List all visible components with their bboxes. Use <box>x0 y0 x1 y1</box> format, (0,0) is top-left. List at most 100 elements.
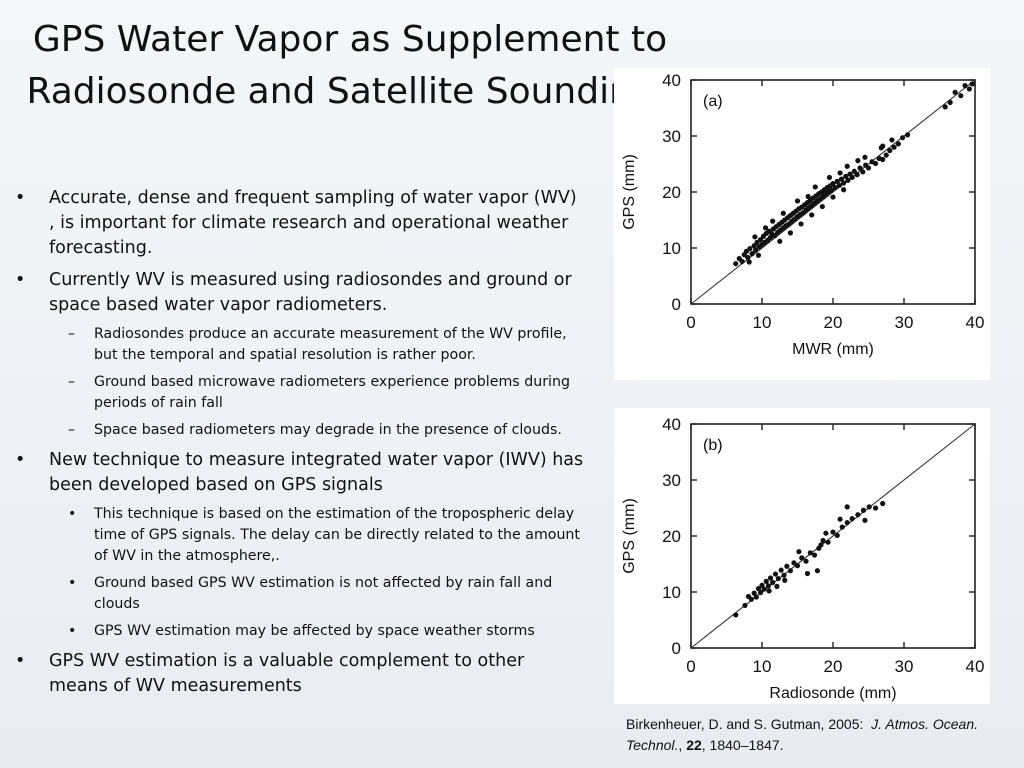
bullet-item: • GPS WV estimation is a valuable complem… <box>12 649 587 699</box>
data-point <box>755 586 762 592</box>
data-point <box>784 563 790 569</box>
x-tick-label: 20 <box>824 657 843 676</box>
x-tick-label: 20 <box>824 313 843 332</box>
data-point <box>796 549 802 555</box>
data-point <box>811 552 818 558</box>
reference-line <box>690 423 976 649</box>
data-point <box>749 251 755 257</box>
data-point <box>883 152 889 158</box>
data-point <box>772 571 779 577</box>
y-tick-label: 0 <box>672 295 681 314</box>
data-point <box>794 563 801 569</box>
data-point <box>834 532 840 539</box>
data-point <box>899 135 906 141</box>
data-point <box>819 203 825 210</box>
bullet-list: • Accurate, dense and frequent sampling o… <box>12 186 587 706</box>
bullet-marker: • <box>15 651 26 671</box>
sub-bullet-marker: – <box>68 374 76 390</box>
data-point <box>878 145 884 151</box>
sub-bullet-item: • This technique is based on the estimati… <box>12 504 587 567</box>
data-point <box>770 218 776 224</box>
data-point <box>873 505 879 511</box>
data-point <box>855 512 861 518</box>
x-tick-label: 0 <box>686 313 695 332</box>
bullet-item: • Accurate, dense and frequent sampling o… <box>12 186 587 261</box>
data-point <box>849 174 855 181</box>
sub-bullet-text: Ground based microwave radiometers exper… <box>94 374 570 411</box>
data-point <box>820 537 826 544</box>
data-point <box>777 238 783 244</box>
sub-bullet-item: • Ground based GPS WV estimation is not a… <box>12 573 587 615</box>
data-point <box>818 542 824 548</box>
x-tick-label: 40 <box>966 313 985 332</box>
data-point <box>839 524 845 530</box>
citation-separator: , <box>678 737 683 753</box>
data-point <box>759 582 765 588</box>
data-point <box>860 507 867 513</box>
data-point <box>754 239 760 245</box>
data-point <box>889 137 895 143</box>
data-point <box>862 154 868 160</box>
sub-bullet-marker: – <box>68 422 76 438</box>
data-point <box>751 590 757 596</box>
data-point <box>844 163 850 169</box>
bullet-item: • Currently WV is measured using radioson… <box>12 268 587 441</box>
data-point <box>958 93 964 99</box>
data-point <box>755 252 762 258</box>
data-point <box>952 89 958 95</box>
data-point <box>887 147 893 154</box>
data-point <box>880 500 886 507</box>
data-point <box>803 558 809 564</box>
data-point <box>866 504 872 510</box>
y-tick-label: 10 <box>662 239 681 258</box>
data-point <box>830 529 836 535</box>
data-point <box>753 594 759 600</box>
data-point <box>767 575 774 581</box>
bullet-text: New technique to measure integrated wate… <box>49 450 584 495</box>
data-point <box>844 504 850 510</box>
data-point <box>763 578 769 584</box>
data-point <box>765 583 771 589</box>
data-point <box>774 583 780 589</box>
data-point <box>844 519 850 526</box>
data-point <box>834 178 840 184</box>
data-point <box>748 596 754 602</box>
scatter-plot-b: 0 10 20 30 40 0 10 20 30 40 (b) Radiosonde (mm) GPS … <box>614 408 990 704</box>
y-tick-label: 30 <box>662 471 681 490</box>
data-point <box>843 173 849 179</box>
y-axis-label: GPS (mm) <box>621 154 638 230</box>
data-point <box>742 602 748 609</box>
data-point <box>862 517 868 523</box>
data-point <box>814 568 820 574</box>
data-point <box>830 194 836 200</box>
y-axis-label: GPS (mm) <box>621 498 638 574</box>
sub-bullet-marker: – <box>68 326 76 342</box>
data-point <box>782 577 788 583</box>
x-tick-label: 30 <box>895 313 914 332</box>
data-point <box>799 555 805 561</box>
data-point <box>743 248 749 254</box>
bullet-marker: • <box>15 450 26 470</box>
data-point <box>747 245 753 252</box>
x-tick-label: 30 <box>895 657 914 676</box>
sub-bullet-text: Radiosondes produce an accurate measurem… <box>94 326 567 363</box>
x-tick-label: 10 <box>753 313 772 332</box>
scatter-plot-a: 0 10 20 30 40 0 10 20 30 40 (a) MWR (mm) GPS (mm) <box>614 68 990 380</box>
y-tick-label: 0 <box>672 639 681 658</box>
data-point <box>942 104 948 110</box>
panel-label: (b) <box>703 437 723 454</box>
scatter-plot-b-canvas: 0 10 20 30 40 0 10 20 30 40 (b) Radiosonde (mm) GPS … <box>621 415 985 702</box>
data-point <box>947 99 953 105</box>
data-point <box>823 530 829 536</box>
data-point <box>762 225 769 231</box>
data-point <box>857 165 863 171</box>
bullet-marker: • <box>15 188 26 208</box>
data-point <box>752 234 758 240</box>
data-point <box>837 170 843 176</box>
x-tick-label: 40 <box>966 657 985 676</box>
data-point <box>865 165 872 171</box>
data-point <box>791 560 797 566</box>
bullet-text: Accurate, dense and frequent sampling of… <box>49 188 577 258</box>
data-point <box>766 588 772 594</box>
data-point <box>845 177 851 183</box>
